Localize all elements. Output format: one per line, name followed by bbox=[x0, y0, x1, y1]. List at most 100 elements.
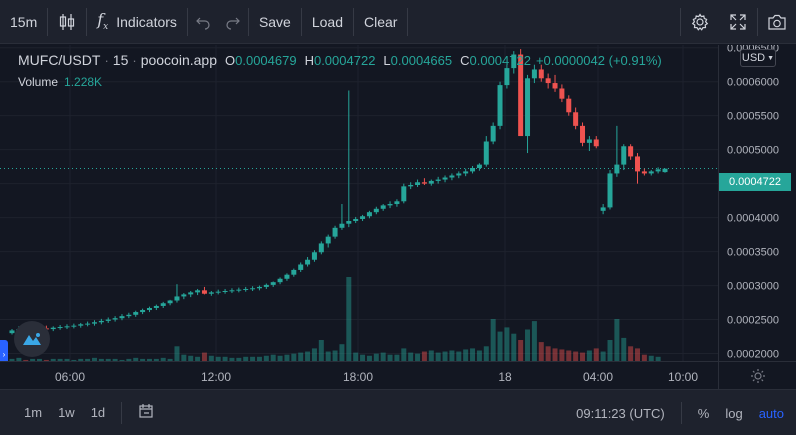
load-button[interactable]: Load bbox=[302, 0, 353, 44]
candle-body bbox=[9, 330, 15, 334]
camera-icon[interactable] bbox=[758, 0, 796, 44]
candle-body bbox=[332, 227, 338, 237]
volume-bar bbox=[284, 354, 290, 361]
candle-body bbox=[525, 78, 531, 137]
volume-legend: Volume 1.228K bbox=[18, 75, 102, 89]
candle bbox=[504, 64, 510, 89]
fullscreen-icon[interactable] bbox=[719, 0, 757, 44]
candle-body bbox=[470, 168, 476, 172]
save-button[interactable]: Save bbox=[249, 0, 301, 44]
price-axis-labels: 0.0006500 0.0006000 0.0005500 0.0005000 0.00… bbox=[727, 43, 779, 361]
percent-scale-button[interactable]: % bbox=[697, 405, 710, 421]
volume-bar bbox=[559, 349, 565, 361]
candle-body bbox=[511, 54, 517, 69]
candle bbox=[483, 136, 489, 167]
volume-bar bbox=[50, 358, 56, 361]
candle bbox=[133, 310, 139, 317]
candle bbox=[311, 250, 317, 262]
candle-body bbox=[57, 327, 63, 329]
indicators-button[interactable]: fx Indicators bbox=[87, 0, 187, 44]
axis-settings[interactable] bbox=[718, 361, 796, 389]
expand-panel-handle[interactable]: › bbox=[0, 340, 8, 368]
interval-button[interactable]: 15m bbox=[0, 0, 47, 44]
gear-icon[interactable] bbox=[681, 0, 719, 44]
candle-body bbox=[483, 141, 489, 165]
candle bbox=[490, 122, 496, 145]
toolbar-divider bbox=[757, 8, 758, 36]
legend-separator: · bbox=[132, 52, 137, 68]
volume-bar bbox=[332, 350, 338, 361]
candle-body bbox=[662, 168, 668, 173]
time-axis[interactable]: 06:00 12:00 18:00 18 04:00 10:00 bbox=[0, 361, 718, 389]
candle-body bbox=[208, 292, 214, 294]
candle-body bbox=[105, 319, 111, 321]
price-tick-label: 0.0003500 bbox=[727, 247, 779, 259]
volume-bar bbox=[593, 348, 599, 361]
bottom-right: 09:11:23 (UTC) % log auto bbox=[568, 390, 796, 435]
candle bbox=[229, 288, 235, 294]
auto-scale-button[interactable]: auto bbox=[758, 405, 784, 421]
volume-bar bbox=[435, 352, 441, 361]
poocoin-logo-icon[interactable] bbox=[14, 321, 50, 357]
candle bbox=[655, 167, 661, 174]
volume-bar bbox=[325, 351, 331, 361]
candle bbox=[325, 234, 331, 248]
volume-bar bbox=[463, 349, 469, 361]
currency-selector[interactable]: USD ▼ bbox=[740, 49, 776, 67]
candle-body bbox=[614, 164, 620, 174]
volume-bar bbox=[483, 346, 489, 361]
candle bbox=[85, 321, 91, 327]
candle-body bbox=[408, 184, 414, 187]
candle bbox=[497, 81, 503, 130]
volume-bar bbox=[648, 355, 654, 361]
clear-button[interactable]: Clear bbox=[354, 0, 407, 44]
volume-bar bbox=[9, 358, 15, 361]
volume-bar bbox=[105, 358, 111, 361]
chart-pane[interactable] bbox=[0, 45, 718, 361]
calendar-icon[interactable] bbox=[130, 403, 162, 422]
volume-bar bbox=[628, 346, 634, 361]
candles-icon[interactable] bbox=[48, 0, 86, 44]
candle bbox=[518, 49, 524, 137]
undo-icon[interactable] bbox=[188, 0, 218, 44]
candle bbox=[538, 64, 544, 82]
candle-body bbox=[153, 305, 159, 308]
candle bbox=[552, 74, 558, 92]
candle-body bbox=[621, 146, 627, 165]
interval-label: 15m bbox=[10, 13, 38, 30]
log-scale-button[interactable]: log bbox=[725, 405, 743, 421]
candle bbox=[586, 136, 592, 152]
redo-icon[interactable] bbox=[218, 0, 248, 44]
candle bbox=[614, 125, 620, 177]
time-tick-label: 18:00 bbox=[343, 370, 373, 384]
volume-bar bbox=[43, 359, 49, 361]
range-1m-button[interactable]: 1m bbox=[24, 405, 43, 420]
candle-body bbox=[428, 180, 434, 184]
price-axis[interactable]: 0.0006500 0.0006000 0.0005500 0.0005000 0.00… bbox=[718, 43, 796, 361]
candle bbox=[98, 318, 104, 325]
legend-separator: · bbox=[104, 52, 109, 68]
candle bbox=[318, 241, 324, 255]
candle-body bbox=[531, 69, 537, 79]
volume-value: 1.228K bbox=[64, 75, 103, 89]
candle-body bbox=[573, 112, 579, 126]
candle-body bbox=[490, 125, 496, 142]
volume-bar bbox=[449, 350, 455, 361]
volume-bar bbox=[586, 350, 592, 361]
candle-body bbox=[215, 291, 221, 293]
volume-bar bbox=[380, 352, 386, 361]
candle-body bbox=[463, 171, 469, 174]
range-1d-button[interactable]: 1d bbox=[90, 405, 106, 420]
candle-body bbox=[641, 171, 647, 174]
candle bbox=[401, 183, 407, 204]
time-tick-label: 12:00 bbox=[201, 370, 231, 384]
candle-body bbox=[518, 54, 524, 137]
candle-body bbox=[476, 164, 482, 169]
range-1w-button[interactable]: 1w bbox=[58, 405, 75, 420]
candle bbox=[373, 206, 379, 215]
volume-bar bbox=[23, 359, 29, 361]
candle bbox=[263, 283, 269, 289]
candle-body bbox=[222, 291, 228, 293]
volume-bar bbox=[167, 358, 173, 361]
candle bbox=[573, 107, 579, 130]
